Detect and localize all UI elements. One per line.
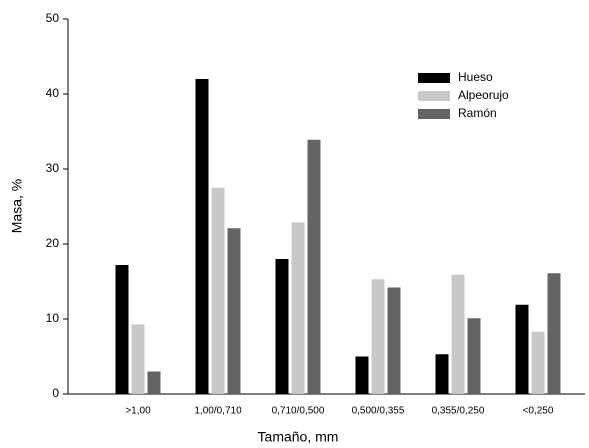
x-tick-label: >1,00 xyxy=(125,406,151,417)
bar xyxy=(355,356,369,394)
legend-label: Ramón xyxy=(458,106,497,120)
bar xyxy=(147,371,161,394)
bar xyxy=(211,187,225,394)
x-tick-label: 0,355/0,250 xyxy=(432,406,485,417)
legend-label: Alpeorujo xyxy=(458,88,509,102)
x-axis-label: Tamaño, mm xyxy=(258,429,339,445)
bar xyxy=(227,228,241,394)
bar xyxy=(547,273,561,394)
legend-swatch xyxy=(418,91,450,101)
y-tick-label: 0 xyxy=(52,386,59,400)
y-tick-label: 40 xyxy=(46,86,60,100)
x-tick-label: 0,710/0,500 xyxy=(272,406,325,417)
bar xyxy=(291,222,305,394)
legend-swatch xyxy=(418,73,450,83)
y-tick-label: 30 xyxy=(46,161,60,175)
y-axis-label: Masa, % xyxy=(9,179,25,233)
bar xyxy=(435,354,449,394)
x-tick-label: <0,250 xyxy=(523,406,554,417)
legend-label: Hueso xyxy=(458,70,493,84)
y-tick-label: 50 xyxy=(46,11,60,25)
legend-swatch xyxy=(418,109,450,119)
y-tick-label: 10 xyxy=(46,311,60,325)
x-tick-label: 1,00/0,710 xyxy=(194,406,242,417)
bar xyxy=(307,139,321,394)
bar xyxy=(515,304,529,394)
bar xyxy=(387,287,401,394)
x-tick-label: 0,500/0,355 xyxy=(352,406,405,417)
bar xyxy=(531,331,545,394)
bar xyxy=(115,265,129,394)
bar xyxy=(467,318,481,394)
bar xyxy=(275,259,289,394)
bar xyxy=(195,79,209,394)
bar xyxy=(371,279,385,394)
bar xyxy=(131,324,145,394)
y-tick-label: 20 xyxy=(46,236,60,250)
bar xyxy=(451,274,465,394)
